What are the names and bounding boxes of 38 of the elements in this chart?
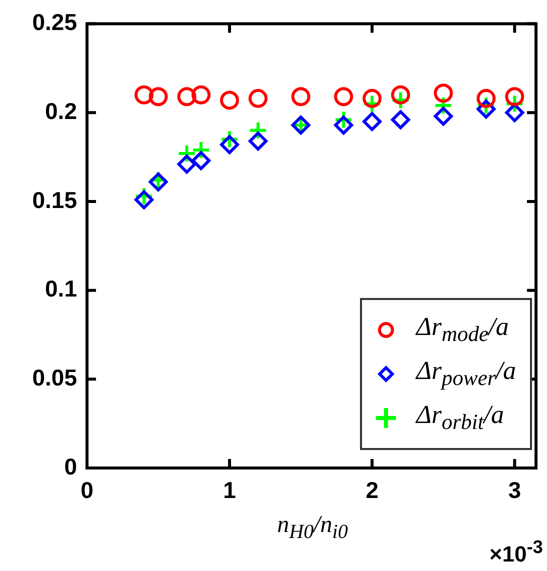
x-axis-title: n$_{H0}$/n$_{i0}$ — [277, 512, 348, 543]
y-tick-label: 0.15 — [32, 186, 78, 213]
point — [177, 87, 196, 106]
y-tick-label: 0.05 — [32, 364, 78, 391]
point — [391, 110, 410, 130]
point — [505, 103, 524, 122]
y-tick-label: 0.1 — [45, 276, 78, 302]
point — [134, 85, 154, 104]
x-tick-label: 3 — [508, 477, 522, 504]
y-tick-label: 0.2 — [45, 98, 77, 124]
legend-label: Δr$_{power}$/a — [416, 356, 516, 392]
point — [334, 116, 354, 135]
point — [391, 85, 410, 104]
x-tick-label: 1 — [223, 477, 236, 504]
point — [248, 132, 268, 151]
legend-label: Δr$_{mode}$/a — [416, 312, 509, 348]
point — [248, 88, 268, 108]
point — [362, 112, 382, 132]
point — [434, 84, 453, 103]
point — [291, 87, 310, 106]
point — [220, 90, 240, 110]
point — [220, 135, 240, 154]
point — [177, 154, 196, 174]
point — [192, 85, 211, 104]
text: ×10$^{-3}$ — [489, 536, 543, 568]
legend-label: Δr$_{orbit}$/a — [416, 400, 504, 436]
y-tick-label: 0.25 — [32, 9, 78, 36]
point — [334, 87, 354, 106]
x-tick-label: 0 — [80, 477, 94, 504]
point — [148, 87, 168, 106]
y-tick-label: 0 — [64, 453, 77, 480]
x-tick-label: 2 — [366, 477, 378, 504]
point — [505, 87, 524, 106]
point — [362, 88, 382, 108]
point — [134, 190, 154, 210]
point — [192, 151, 211, 170]
point — [434, 106, 453, 126]
point — [476, 88, 496, 108]
